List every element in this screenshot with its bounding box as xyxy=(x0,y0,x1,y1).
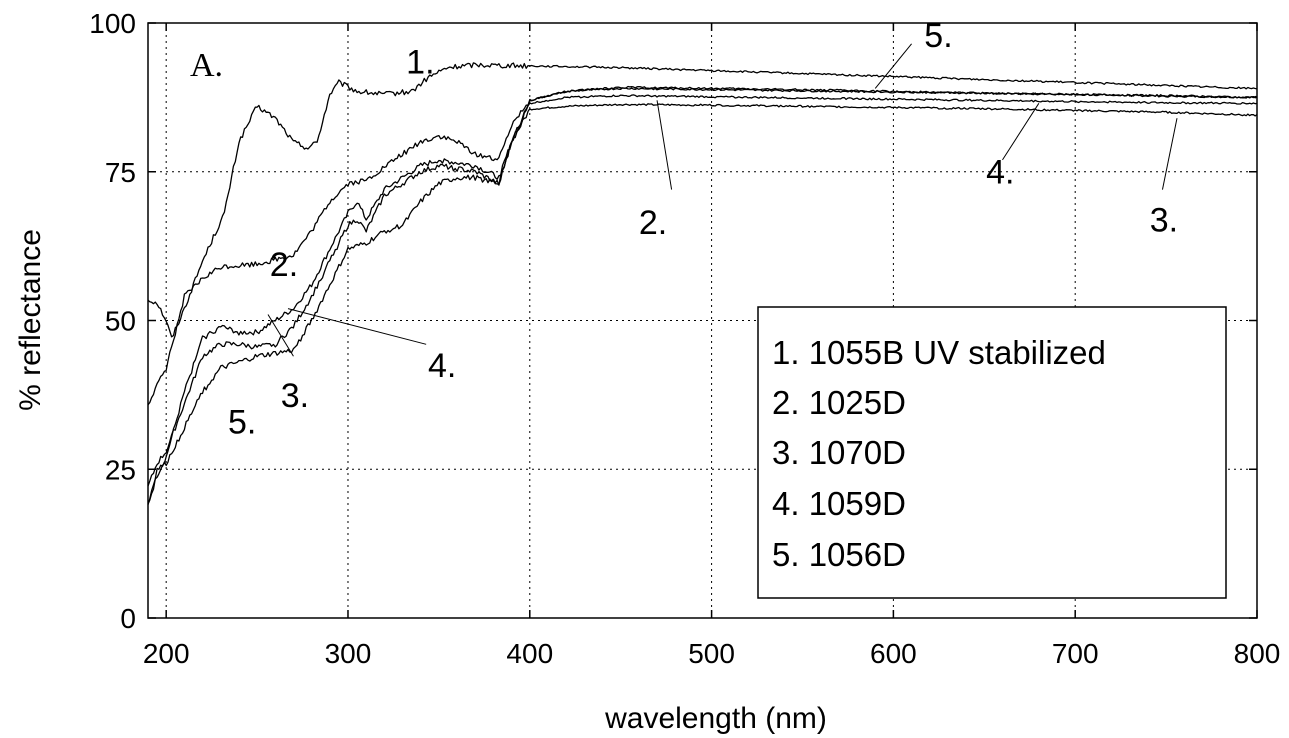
curve-label: 2. xyxy=(270,246,298,284)
curve-label-leader xyxy=(267,314,294,357)
y-tick-label: 75 xyxy=(105,157,136,188)
curve-label: 3. xyxy=(1150,201,1178,239)
legend-entry-3: 3. 1070D xyxy=(772,434,906,471)
y-axis-title: % reflectance xyxy=(14,229,47,411)
curve-label-leaders xyxy=(267,43,1178,357)
x-tick-label: 500 xyxy=(688,638,735,669)
data-series xyxy=(147,62,1258,505)
x-tick-label: 200 xyxy=(143,638,190,669)
x-tick-label: 600 xyxy=(870,638,917,669)
axis-ticks xyxy=(148,22,1258,619)
curve-label: 5. xyxy=(228,404,256,442)
legend-entry-5: 5. 1056D xyxy=(772,536,906,573)
panel-label: A. xyxy=(190,47,223,84)
curve-label: 3. xyxy=(281,377,309,415)
legend-entry-4: 4. 1059D xyxy=(772,485,906,522)
curve-label-leader xyxy=(1002,103,1040,161)
y-tick-labels: 0 25 50 75 100 xyxy=(89,8,136,634)
series-line-4 xyxy=(147,94,1258,487)
curve-label: 4. xyxy=(428,347,456,385)
legend-entry-2: 2. 1025D xyxy=(772,384,906,421)
legend-entry-1: 1. 1055B UV stabilized xyxy=(772,334,1106,371)
curve-label-leader xyxy=(1161,118,1178,190)
x-tick-labels: 200 300 400 500 600 700 800 xyxy=(143,638,1281,669)
curve-label: 1. xyxy=(406,44,434,82)
x-tick-label: 400 xyxy=(506,638,553,669)
curve-label: 4. xyxy=(986,154,1014,192)
x-tick-label: 800 xyxy=(1234,638,1281,669)
curve-label-leader xyxy=(656,100,673,190)
series-line-5 xyxy=(147,87,1258,505)
x-tick-label: 700 xyxy=(1052,638,1099,669)
y-tick-label: 25 xyxy=(105,454,136,485)
curve-labels: 1. 2. 3. 4. 5. 5. 2. 4. 3. xyxy=(228,17,1178,442)
x-axis-title: wavelength (nm) xyxy=(604,702,827,735)
legend-box xyxy=(757,306,1227,599)
curve-label-leader xyxy=(874,43,912,89)
curve-label: 5. xyxy=(924,17,952,55)
curve-label-leader xyxy=(287,308,427,345)
y-tick-label: 0 xyxy=(120,603,136,634)
curve-label: 2. xyxy=(639,204,667,242)
y-tick-label: 50 xyxy=(105,306,136,337)
x-tick-label: 300 xyxy=(325,638,372,669)
series-line-1 xyxy=(147,62,1258,338)
legend: 1. 1055B UV stabilized 2. 1025D 3. 1070D… xyxy=(757,306,1227,599)
series-line-3 xyxy=(147,103,1258,505)
y-tick-label: 100 xyxy=(89,8,136,39)
